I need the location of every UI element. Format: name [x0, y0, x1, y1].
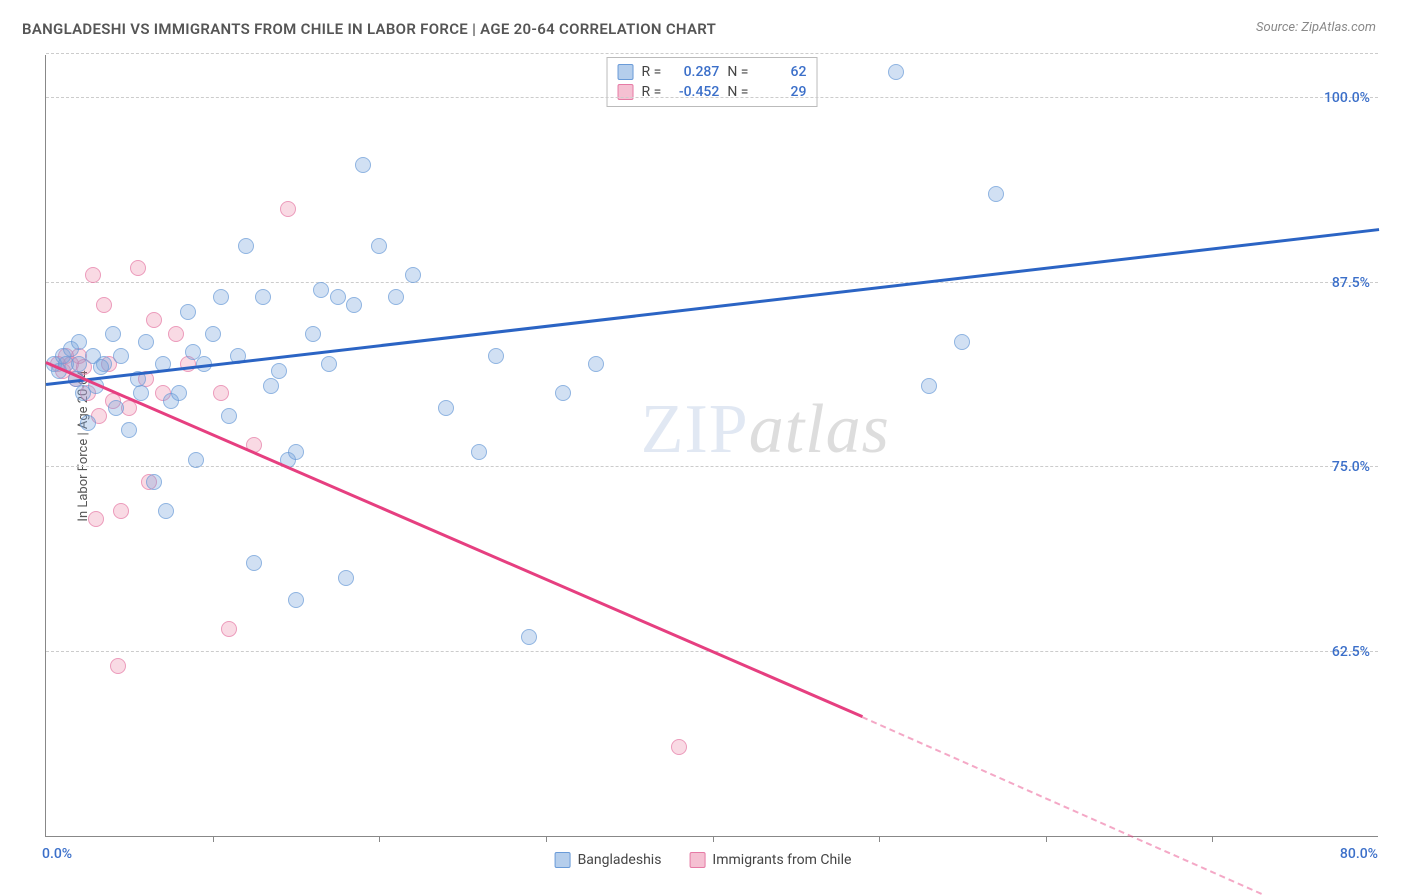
n-value-blue: 62: [756, 64, 806, 80]
scatter-point-blue: [388, 289, 404, 305]
gridline-h: [46, 466, 1378, 467]
x-tick: [879, 836, 880, 842]
legend-label-pink: Immigrants from Chile: [712, 852, 851, 868]
scatter-point-blue: [588, 356, 604, 372]
y-tick-label: 62.5%: [1332, 644, 1370, 660]
r-value-blue: 0.287: [669, 64, 719, 80]
scatter-point-blue: [313, 282, 329, 298]
y-tick-label: 100.0%: [1324, 90, 1370, 106]
trend-line-pink-dashed: [862, 716, 1263, 895]
scatter-point-blue: [471, 444, 487, 460]
scatter-point-pink: [280, 201, 296, 217]
watermark-zip: ZIP: [641, 391, 749, 468]
r-label: R =: [642, 64, 662, 80]
watermark: ZIPatlas: [641, 390, 890, 470]
plot-area: ZIPatlas R = 0.287 N = 62 R = -0.452 N =…: [45, 55, 1378, 837]
scatter-point-blue: [330, 289, 346, 305]
scatter-point-blue: [108, 400, 124, 416]
scatter-point-pink: [110, 658, 126, 674]
swatch-blue-icon: [555, 852, 571, 868]
legend-item-pink: Immigrants from Chile: [689, 852, 851, 868]
scatter-point-blue: [171, 385, 187, 401]
stats-legend: R = 0.287 N = 62 R = -0.452 N = 29: [607, 57, 818, 107]
scatter-point-blue: [921, 378, 937, 394]
x-axis-max-label: 80.0%: [1340, 846, 1378, 862]
gridline-h: [46, 53, 1378, 54]
scatter-point-blue: [146, 474, 162, 490]
source-attribution: Source: ZipAtlas.com: [1256, 20, 1376, 35]
chart-title: BANGLADESHI VS IMMIGRANTS FROM CHILE IN …: [22, 20, 716, 38]
series-legend: Bangladeshis Immigrants from Chile: [555, 852, 852, 868]
x-tick: [213, 836, 214, 842]
scatter-point-blue: [346, 297, 362, 313]
trend-line-pink: [46, 361, 863, 717]
scatter-point-blue: [338, 570, 354, 586]
scatter-point-blue: [113, 348, 129, 364]
scatter-point-blue: [888, 64, 904, 80]
x-tick: [1046, 836, 1047, 842]
scatter-point-blue: [521, 629, 537, 645]
gridline-h: [46, 97, 1378, 98]
x-axis-min-label: 0.0%: [42, 846, 72, 862]
scatter-point-blue: [263, 378, 279, 394]
n-label: N =: [727, 64, 748, 80]
scatter-point-pink: [113, 503, 129, 519]
watermark-atlas: atlas: [749, 391, 890, 468]
scatter-point-blue: [271, 363, 287, 379]
y-tick-label: 87.5%: [1332, 275, 1370, 291]
scatter-point-pink: [671, 739, 687, 755]
scatter-point-blue: [405, 267, 421, 283]
swatch-pink-icon: [689, 852, 705, 868]
gridline-h: [46, 282, 1378, 283]
chart-container: BANGLADESHI VS IMMIGRANTS FROM CHILE IN …: [0, 0, 1406, 892]
scatter-point-pink: [130, 260, 146, 276]
legend-label-blue: Bangladeshis: [578, 852, 662, 868]
x-tick: [379, 836, 380, 842]
scatter-point-blue: [105, 326, 121, 342]
scatter-point-blue: [371, 238, 387, 254]
scatter-point-blue: [288, 592, 304, 608]
scatter-point-blue: [988, 186, 1004, 202]
scatter-point-blue: [180, 304, 196, 320]
scatter-point-blue: [205, 326, 221, 342]
scatter-point-blue: [138, 334, 154, 350]
scatter-point-pink: [85, 267, 101, 283]
scatter-point-pink: [213, 385, 229, 401]
y-tick-label: 75.0%: [1332, 459, 1370, 475]
scatter-point-blue: [288, 444, 304, 460]
x-tick: [1212, 836, 1213, 842]
legend-item-blue: Bangladeshis: [555, 852, 662, 868]
scatter-point-blue: [305, 326, 321, 342]
x-tick: [713, 836, 714, 842]
scatter-point-blue: [488, 348, 504, 364]
scatter-point-blue: [188, 452, 204, 468]
scatter-point-blue: [954, 334, 970, 350]
swatch-blue-icon: [618, 64, 634, 80]
x-tick: [546, 836, 547, 842]
scatter-point-blue: [438, 400, 454, 416]
scatter-point-blue: [185, 344, 201, 360]
scatter-point-blue: [221, 408, 237, 424]
scatter-point-blue: [321, 356, 337, 372]
scatter-point-blue: [121, 422, 137, 438]
scatter-point-blue: [80, 415, 96, 431]
scatter-point-blue: [238, 238, 254, 254]
scatter-point-blue: [246, 555, 262, 571]
scatter-point-pink: [96, 297, 112, 313]
scatter-point-pink: [146, 312, 162, 328]
scatter-point-pink: [221, 621, 237, 637]
scatter-point-blue: [255, 289, 271, 305]
scatter-point-pink: [168, 326, 184, 342]
scatter-point-blue: [213, 289, 229, 305]
scatter-point-blue: [93, 359, 109, 375]
scatter-point-pink: [88, 511, 104, 527]
scatter-point-blue: [555, 385, 571, 401]
stats-row-pink: R = -0.452 N = 29: [618, 82, 807, 102]
scatter-point-blue: [158, 503, 174, 519]
stats-row-blue: R = 0.287 N = 62: [618, 62, 807, 82]
scatter-point-blue: [71, 334, 87, 350]
scatter-point-blue: [355, 157, 371, 173]
